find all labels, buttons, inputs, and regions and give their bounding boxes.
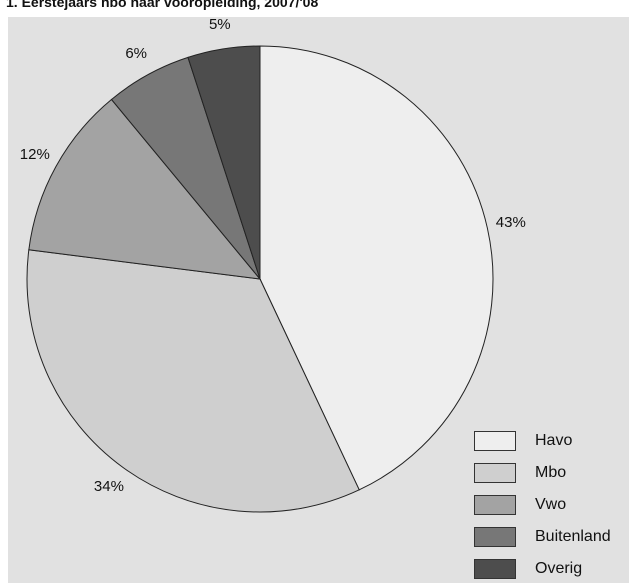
legend-swatch-buitenland — [474, 527, 516, 547]
legend-swatch-overig — [474, 559, 516, 579]
legend-item-vwo: Vwo — [474, 494, 626, 526]
legend-label-mbo: Mbo — [535, 464, 567, 481]
slice-label-vwo: 12% — [20, 146, 50, 163]
pie-slice-overig — [187, 45, 261, 280]
slice-label-havo: 43% — [496, 214, 526, 231]
legend-label-vwo: Vwo — [535, 496, 567, 513]
legend-item-havo: Havo — [474, 430, 626, 462]
legend-item-overig: Overig — [474, 558, 626, 583]
legend-swatch-vwo — [474, 495, 516, 515]
legend-item-buitenland: Buitenland — [474, 526, 626, 558]
legend: Havo Mbo Vwo Buitenland Overig — [474, 430, 626, 583]
slice-label-buitenland: 6% — [125, 45, 147, 62]
legend-label-havo: Havo — [535, 432, 573, 449]
slice-labels: 43% 34% 12% 6% 5% — [20, 17, 526, 495]
pie-slice-havo — [259, 45, 494, 491]
pie-chart: 43% 34% 12% 6% 5% — [20, 17, 526, 513]
legend-swatch-havo — [474, 431, 516, 451]
legend-item-mbo: Mbo — [474, 462, 626, 494]
legend-label-overig: Overig — [535, 560, 583, 577]
slice-label-overig: 5% — [209, 17, 231, 33]
pie-slice-mbo — [26, 249, 360, 513]
legend-swatch-mbo — [474, 463, 516, 483]
pie-slices — [26, 45, 494, 513]
legend-label-buitenland: Buitenland — [535, 528, 611, 545]
pie-slice-vwo — [28, 98, 262, 280]
chart-title: 1. Eerstejaars hbo naar vooropleiding, 2… — [6, 0, 319, 10]
slice-label-mbo: 34% — [94, 478, 124, 495]
chart-panel: 43% 34% 12% 6% 5% Havo Mbo Vwo Buitenland Ov… — [8, 17, 629, 583]
